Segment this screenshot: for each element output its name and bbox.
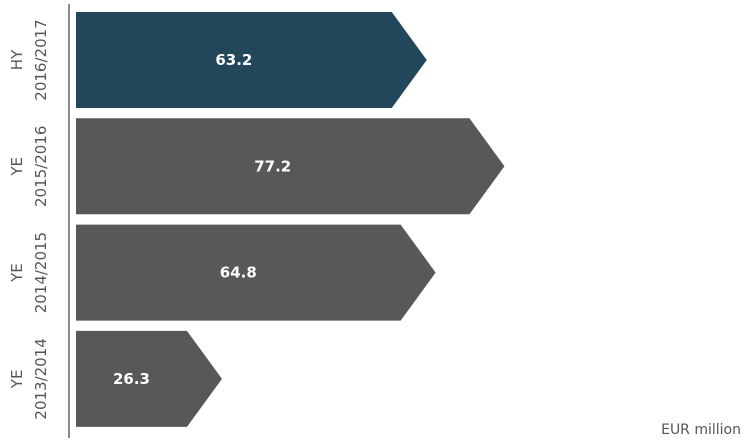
category-label-line2-0: 2016/2017 (32, 19, 50, 100)
bar-0 (76, 12, 427, 108)
bar-value-label-0: 63.2 (215, 51, 252, 69)
category-label-line1-1: YE (8, 157, 26, 177)
category-label-3: YE 2013/2014 (8, 338, 50, 419)
category-label-0: HY 2016/2017 (8, 19, 50, 100)
category-label-line2-2: 2014/2015 (32, 232, 50, 313)
bar-value-label-1: 77.2 (254, 157, 291, 175)
category-labels-group: HY 2016/2017 YE 2015/2016 YE 2014/2015 YE 2013/… (8, 19, 50, 419)
category-label-line1-3: YE (8, 370, 26, 390)
category-label-line1-0: HY (8, 49, 26, 70)
bar-2 (76, 224, 436, 321)
category-label-line2-1: 2015/2016 (32, 126, 50, 207)
bar-value-label-3: 26.3 (113, 370, 150, 388)
unit-label: EUR million (661, 422, 741, 438)
bar-3 (76, 330, 222, 427)
category-label-line2-3: 2013/2014 (32, 338, 50, 419)
bar-1 (76, 118, 505, 215)
bar-value-label-2: 64.8 (220, 264, 257, 282)
bars-group: 63.2 77.2 64.8 26.3 (76, 12, 505, 427)
category-label-2: YE 2014/2015 (8, 232, 50, 313)
category-label-line1-2: YE (8, 263, 26, 283)
category-label-1: YE 2015/2016 (8, 126, 50, 207)
